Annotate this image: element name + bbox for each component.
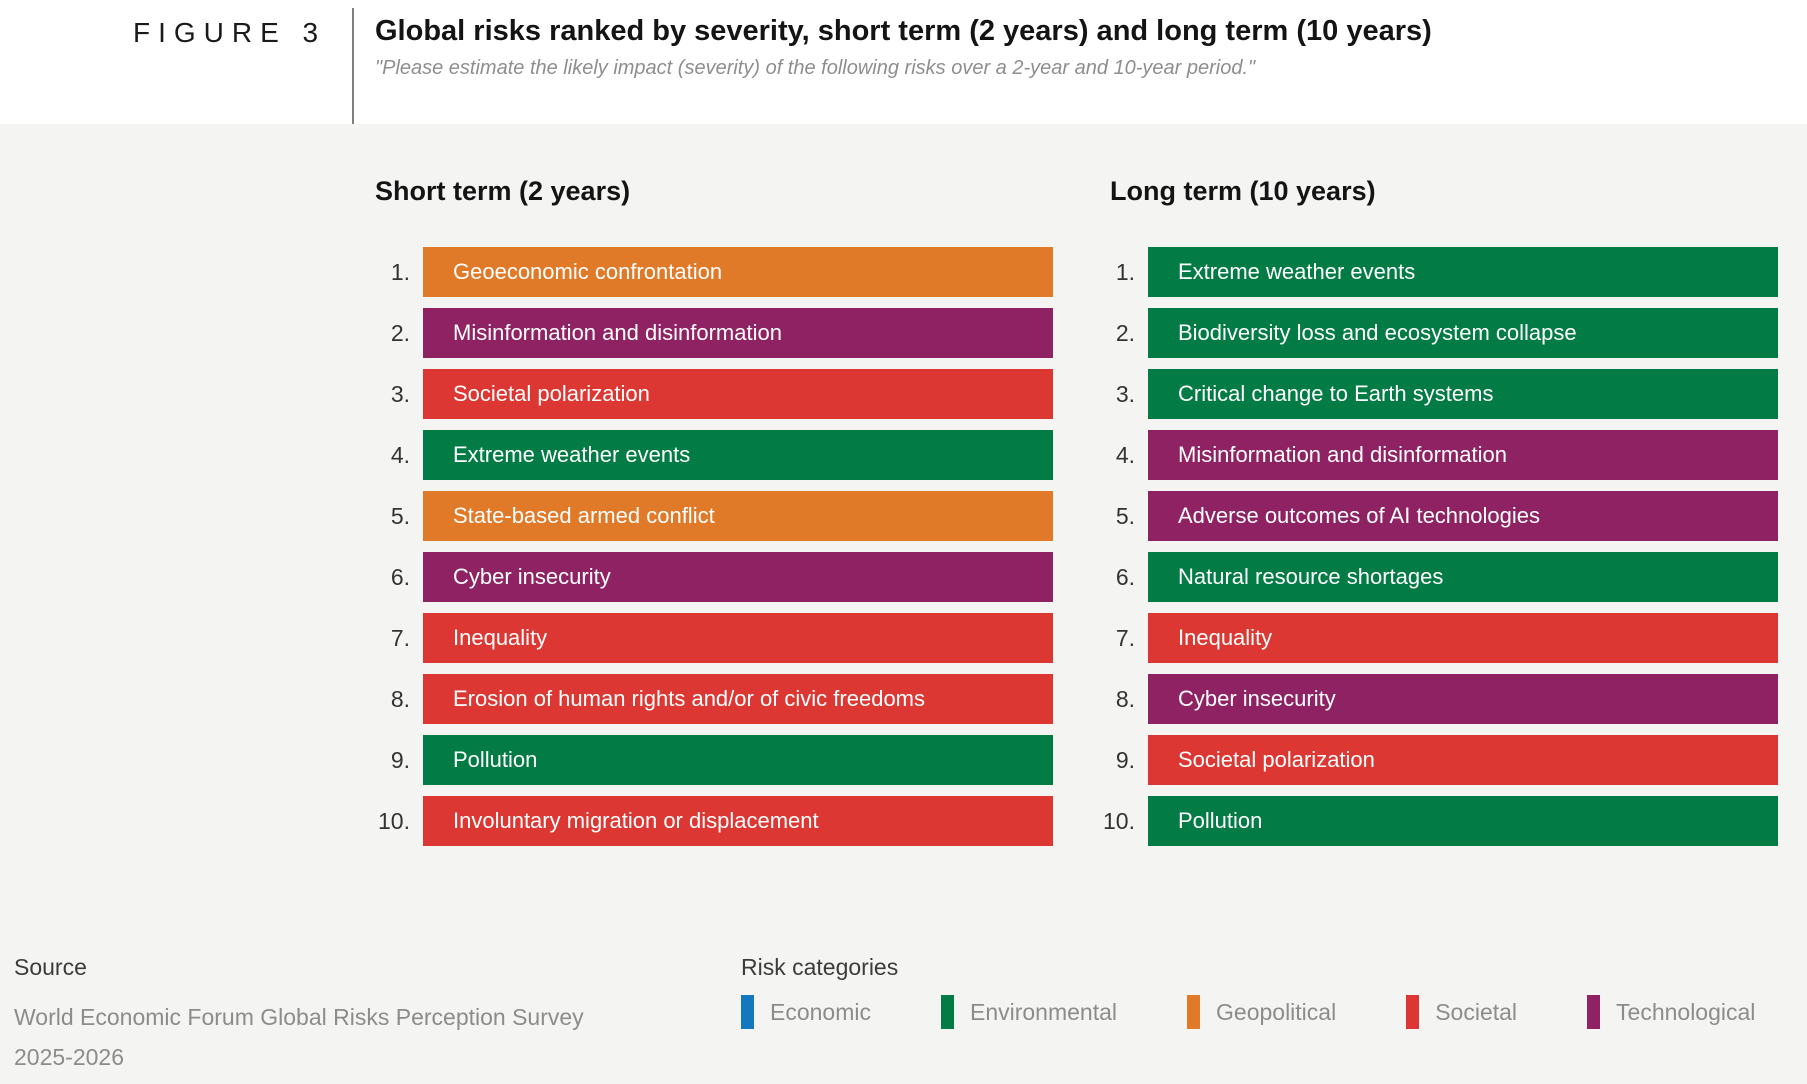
risk-bar: Biodiversity loss and ecosystem collapse (1148, 308, 1778, 358)
source-text-line1: World Economic Forum Global Risks Percep… (14, 1004, 584, 1030)
long-term-heading: Long term (10 years) (1110, 176, 1376, 206)
risk-row: 4. Extreme weather events (374, 430, 1053, 480)
risk-bar: Extreme weather events (1148, 247, 1778, 297)
legend-item-geopolitical: Geopolitical (1187, 995, 1336, 1029)
legend-title: Risk categories (741, 954, 899, 980)
risk-row: 4. Misinformation and disinformation (1099, 430, 1778, 480)
risk-row: 5. Adverse outcomes of AI technologies (1099, 491, 1778, 541)
rank-number: 8. (390, 686, 410, 712)
figure-subtitle: "Please estimate the likely impact (seve… (375, 57, 1256, 79)
rank-number: 3. (1115, 381, 1135, 407)
legend-items: Economic Environmental Geopolitical Soci… (741, 995, 1755, 1029)
short-term-rank-list: 1. Geoeconomic confrontation 2. Misinfor… (374, 247, 1053, 846)
rank-number: 7. (1115, 625, 1135, 651)
rank-number: 4. (1115, 442, 1135, 468)
legend-item-economic: Economic (741, 995, 871, 1029)
risk-row: 10. Pollution (1099, 796, 1778, 846)
risk-row: 7. Inequality (1099, 613, 1778, 663)
risk-bar: Cyber insecurity (1148, 674, 1778, 724)
risk-bar: Involuntary migration or displacement (423, 796, 1053, 846)
figure-title: Global risks ranked by severity, short t… (375, 15, 1432, 47)
risk-row: 10. Involuntary migration or displacemen… (374, 796, 1053, 846)
risk-bar: Critical change to Earth systems (1148, 369, 1778, 419)
rank-number: 10. (1103, 808, 1135, 834)
rank-number: 6. (1115, 564, 1135, 590)
short-term-heading: Short term (2 years) (375, 176, 631, 206)
legend-label: Technological (1616, 998, 1756, 1025)
technological-color-swatch (1587, 995, 1601, 1029)
risk-row: 1. Geoeconomic confrontation (374, 247, 1053, 297)
risk-row: 7. Inequality (374, 613, 1053, 663)
legend-item-environmental: Environmental (940, 995, 1118, 1029)
risk-bar: Societal polarization (1148, 735, 1778, 785)
rank-number: 2. (1115, 320, 1135, 346)
risk-bar: Inequality (1148, 613, 1778, 663)
source-text-line2: 2025-2026 (14, 1044, 124, 1070)
economic-color-swatch (741, 995, 754, 1029)
risk-row: 5. State-based armed conflict (374, 491, 1053, 541)
header-divider (352, 8, 354, 124)
source-block: Source World Economic Forum Global Risks… (14, 954, 584, 1077)
figure-header: FIGURE 3 Global risks ranked by severity… (0, 0, 1807, 124)
legend-label: Societal (1435, 998, 1518, 1025)
rank-number: 3. (390, 381, 410, 407)
risk-row: 2. Misinformation and disinformation (374, 308, 1053, 358)
geopolitical-color-swatch (1187, 995, 1201, 1029)
risk-row: 9. Pollution (374, 735, 1053, 785)
rank-number: 2. (390, 320, 410, 346)
rank-number: 9. (390, 747, 410, 773)
risk-bar: Misinformation and disinformation (1148, 430, 1778, 480)
risk-bar: Inequality (423, 613, 1053, 663)
rank-number: 8. (1115, 686, 1135, 712)
rank-number: 5. (1115, 503, 1135, 529)
risk-bar: Pollution (1148, 796, 1778, 846)
long-term-rank-list: 1. Extreme weather events 2. Biodiversit… (1099, 247, 1778, 846)
risk-row: 3. Societal polarization (374, 369, 1053, 419)
risk-bar: Geoeconomic confrontation (423, 247, 1053, 297)
legend-label: Geopolitical (1216, 998, 1337, 1025)
risk-row: 8. Erosion of human rights and/or of civ… (374, 674, 1053, 724)
legend-label: Economic (770, 998, 871, 1025)
risk-row: 3. Critical change to Earth systems (1099, 369, 1778, 419)
rank-number: 1. (390, 259, 410, 285)
risk-row: 6. Natural resource shortages (1099, 552, 1778, 602)
rank-number: 5. (390, 503, 410, 529)
risk-row: 6. Cyber insecurity (374, 552, 1053, 602)
risk-bar: Extreme weather events (423, 430, 1053, 480)
risk-bar: State-based armed conflict (423, 491, 1053, 541)
rank-number: 6. (390, 564, 410, 590)
legend-item-technological: Technological (1587, 995, 1755, 1029)
rank-number: 7. (390, 625, 410, 651)
legend-label: Environmental (969, 998, 1118, 1025)
rank-number: 10. (378, 808, 410, 834)
rank-number: 4. (390, 442, 410, 468)
risk-categories-legend: Risk categories Economic Environmental G… (741, 954, 1755, 1029)
environmental-color-swatch (940, 995, 954, 1029)
risk-row: 9. Societal polarization (1099, 735, 1778, 785)
risk-bar: Adverse outcomes of AI technologies (1148, 491, 1778, 541)
risk-bar: Misinformation and disinformation (423, 308, 1053, 358)
risk-bar: Erosion of human rights and/or of civic … (423, 674, 1053, 724)
legend-item-societal: Societal (1406, 995, 1517, 1029)
risk-bar: Societal polarization (423, 369, 1053, 419)
rank-number: 9. (1115, 747, 1135, 773)
source-label: Source (14, 954, 87, 980)
risk-bar: Natural resource shortages (1148, 552, 1778, 602)
risk-row: 8. Cyber insecurity (1099, 674, 1778, 724)
risk-row: 1. Extreme weather events (1099, 247, 1778, 297)
rank-number: 1. (1115, 259, 1135, 285)
risk-bar: Cyber insecurity (423, 552, 1053, 602)
risk-bar: Pollution (423, 735, 1053, 785)
risk-row: 2. Biodiversity loss and ecosystem colla… (1099, 308, 1778, 358)
figure-number-label: FIGURE 3 (133, 17, 327, 48)
societal-color-swatch (1406, 995, 1420, 1029)
